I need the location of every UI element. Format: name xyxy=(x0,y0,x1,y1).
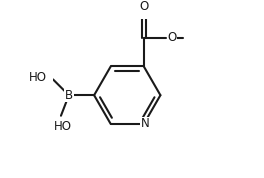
Text: N: N xyxy=(141,117,150,130)
Text: HO: HO xyxy=(29,71,47,84)
Text: O: O xyxy=(139,0,148,13)
Text: O: O xyxy=(168,31,177,44)
Text: B: B xyxy=(65,89,73,102)
Text: HO: HO xyxy=(54,121,72,134)
